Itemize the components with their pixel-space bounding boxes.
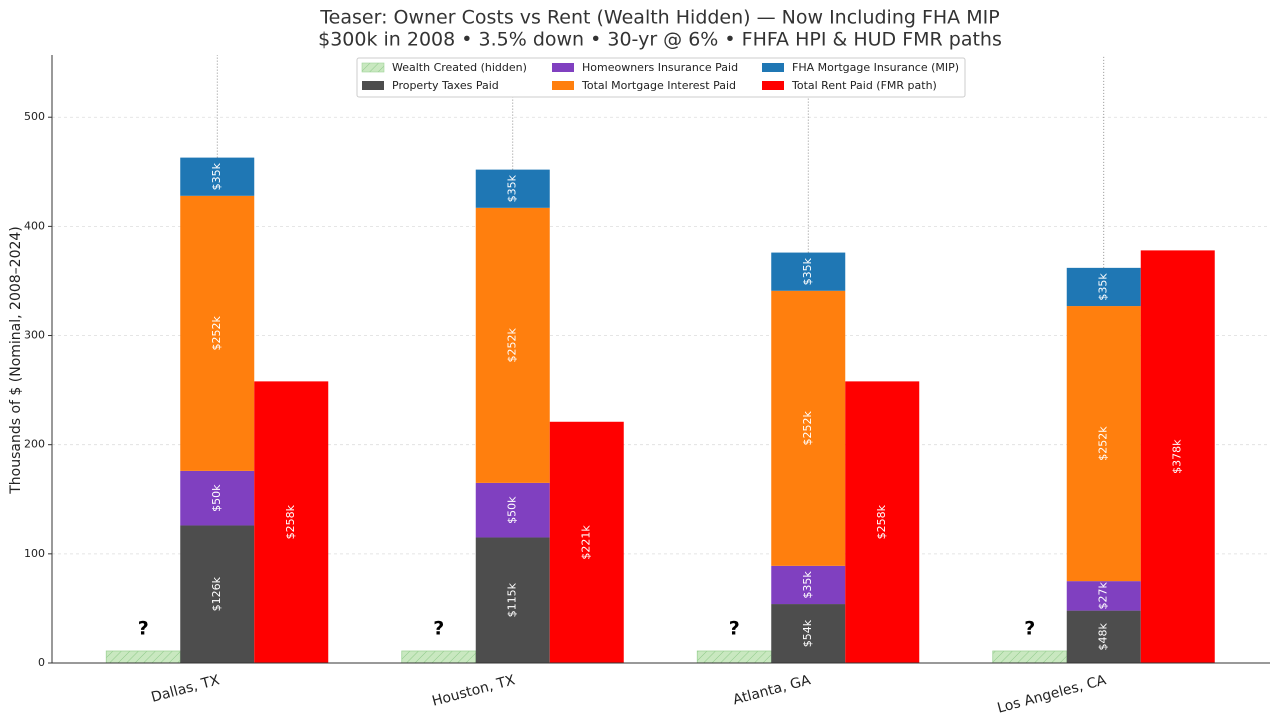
annotation: ? [138,617,149,639]
rent-bar [549,421,624,663]
stack-segment [180,157,255,196]
annotation: ? [433,617,444,639]
stack-segment [771,565,846,605]
value-label: $35k [801,571,814,599]
rent-bar [845,381,920,663]
value-label: $35k [801,257,814,285]
value-label: $252k [1097,426,1110,461]
stack-segment [771,604,846,663]
x-tick-label: Atlanta, GA [731,672,812,708]
value-label: $115k [506,582,519,617]
annotation: ? [729,617,740,639]
value-label: $35k [1097,273,1110,301]
value-label: $35k [210,162,223,190]
stack-segment [475,482,550,538]
y-tick-label: 100 [24,547,45,560]
y-tick-label: 200 [24,438,45,451]
x-tick-label: Dallas, TX [150,672,222,706]
value-label: $252k [801,411,814,446]
wealth-hatch [401,650,477,664]
legend-label: FHA Mortgage Insurance (MIP) [792,61,959,74]
stack-segment [180,525,255,663]
value-label: $35k [506,174,519,202]
legend-swatch [762,81,784,90]
legend-label: Property Taxes Paid [392,79,499,92]
value-label: $258k [284,504,297,539]
value-label: $50k [506,496,519,524]
stack-segment [771,252,846,291]
value-label: $50k [210,484,223,512]
value-label: $126k [210,576,223,611]
value-label: $252k [506,328,519,363]
legend-box [356,57,966,98]
stack-segment [1066,306,1141,582]
x-tick-label: Houston, TX [430,672,517,710]
rent-bar [254,381,329,663]
value-label: $221k [580,525,593,560]
wealth-hatch [696,650,772,664]
value-label: $378k [1171,439,1184,474]
legend-swatch [552,81,574,90]
wealth-hatch [992,650,1068,664]
value-label: $252k [210,316,223,351]
value-label: $258k [875,504,888,539]
legend-label: Total Rent Paid (FMR path) [791,79,937,92]
chart-subtitle: $300k in 2008 • 3.5% down • 30-yr @ 6% •… [318,29,1002,51]
wealth-hatch [105,650,181,664]
y-tick-label: 400 [24,219,45,232]
x-tick-label: Los Angeles, CA [996,672,1109,717]
legend-swatch [552,63,574,72]
rent-bar [1140,250,1215,663]
annotation: ? [1024,617,1035,639]
stack-segment [475,207,550,483]
y-axis-label: Thousands of $ (Nominal, 2008–2024) [8,226,24,495]
legend-hatch [361,62,385,73]
y-tick-label: 300 [24,329,45,342]
stack-segment [1066,581,1141,611]
legend-label: Total Mortgage Interest Paid [581,79,736,92]
value-label: $27k [1097,582,1110,610]
legend-swatch [362,81,384,90]
stack-segment [475,537,550,663]
stack-segment [180,470,255,526]
value-label: $54k [801,619,814,647]
legend-label: Homeowners Insurance Paid [582,61,738,74]
stack-segment [475,169,550,208]
y-tick-label: 500 [24,110,45,123]
value-label: $48k [1097,622,1110,650]
chart-title: Teaser: Owner Costs vs Rent (Wealth Hidd… [319,7,999,29]
y-tick-label: 0 [38,656,45,669]
legend-swatch [762,63,784,72]
stack-segment [771,290,846,566]
stack-segment [180,195,255,471]
stack-segment [1066,610,1141,663]
stack-segment [1066,267,1141,307]
legend-label: Wealth Created (hidden) [392,61,527,74]
